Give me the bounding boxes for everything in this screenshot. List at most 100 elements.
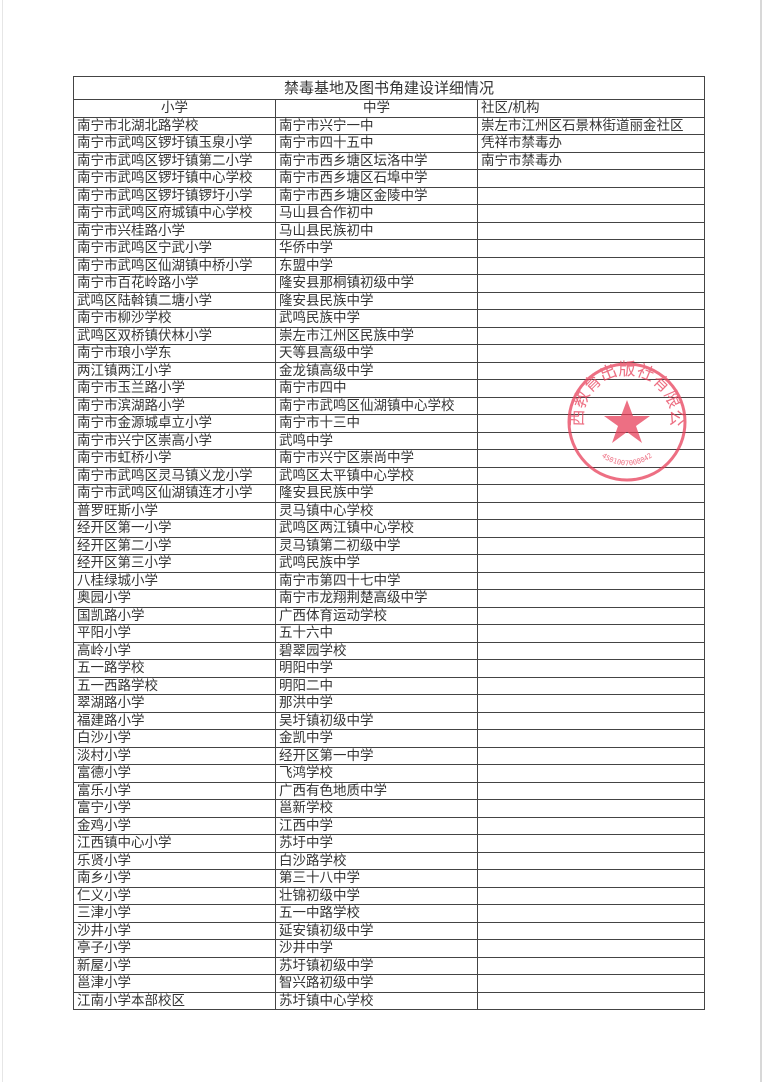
community-cell [476, 589, 706, 608]
middle-school-cell: 五十六中 [275, 624, 478, 643]
community-cell [476, 729, 706, 748]
community-cell [476, 851, 706, 870]
community-cell [476, 991, 706, 1010]
community-cell: 南宁市禁毒办 [476, 151, 706, 170]
community-cell [476, 186, 706, 205]
community-cell [476, 169, 706, 188]
table-row: 福建路小学 吴圩镇初级中学 [73, 711, 706, 730]
table-row: 淡村小学 经开区第一中学 [73, 746, 706, 765]
table-row: 邕津小学 智兴路初级中学 [73, 974, 706, 993]
community-cell [476, 624, 706, 643]
community-cell [476, 274, 706, 293]
table-row: 国凯路小学 广西体育运动学校 [73, 606, 706, 625]
community-cell [476, 834, 706, 853]
primary-school-cell: 福建路小学 [73, 711, 276, 730]
table-row: 奥园小学 南宁市龙翔荆楚高级中学 [73, 589, 706, 608]
middle-school-cell: 南宁市西乡塘区金陵中学 [275, 186, 478, 205]
table-row: 平阳小学 五十六中 [73, 624, 706, 643]
community-cell [476, 816, 706, 835]
table-row: 南宁市北湖北路学校 南宁市兴宁一中 崇左市江州区石景林街道丽金社区 [73, 116, 706, 135]
middle-school-cell: 南宁市四十五中 [275, 134, 478, 153]
table-row: 乐贤小学 白沙路学校 [73, 851, 706, 870]
table-row: 八桂绿城小学 南宁市第四十七中学 [73, 571, 706, 590]
community-cell [476, 204, 706, 223]
table-row: 南宁市武鸣区府城镇中心学校 马山县合作初中 [73, 204, 706, 223]
table-row: 经开区第二小学 灵马镇第二初级中学 [73, 536, 706, 555]
middle-school-cell: 南宁市武鸣区仙湖镇中心学校 [275, 396, 478, 415]
table-row: 富德小学 飞鸿学校 [73, 764, 706, 783]
community-cell [476, 309, 706, 328]
table-row: 南宁市兴桂路小学 马山县民族初中 [73, 221, 706, 240]
table-row: 新屋小学 苏圩镇初级中学 [73, 956, 706, 975]
middle-school-cell: 武鸣民族中学 [275, 554, 478, 573]
primary-school-cell: 经开区第三小学 [73, 554, 276, 573]
community-cell [476, 921, 706, 940]
primary-school-cell: 南宁市武鸣区锣圩镇玉泉小学 [73, 134, 276, 153]
community-cell [476, 396, 706, 415]
table-row: 五一西路学校 明阳二中 [73, 676, 706, 695]
table-row: 南宁市武鸣区宁武小学 华侨中学 [73, 239, 706, 258]
middle-school-cell: 金凯中学 [275, 729, 478, 748]
middle-school-cell: 南宁市十三中 [275, 414, 478, 433]
middle-school-cell: 五一中路学校 [275, 904, 478, 923]
primary-school-cell: 江南小学本部校区 [73, 991, 276, 1010]
community-cell [476, 571, 706, 590]
middle-school-cell: 经开区第一中学 [275, 746, 478, 765]
table-row: 南宁市武鸣区锣圩镇玉泉小学 南宁市四十五中 凭祥市禁毒办 [73, 134, 706, 153]
primary-school-cell: 仁义小学 [73, 886, 276, 905]
middle-school-cell: 武鸣区太平镇中心学校 [275, 466, 478, 485]
middle-school-cell: 第三十八中学 [275, 869, 478, 888]
primary-school-cell: 南宁市武鸣区锣圩镇中心学校 [73, 169, 276, 188]
middle-school-cell: 南宁市西乡塘区坛洛中学 [275, 151, 478, 170]
middle-school-cell: 南宁市龙翔荆楚高级中学 [275, 589, 478, 608]
table-row: 武鸣区陆斡镇二塘小学 隆安县民族中学 [73, 291, 706, 310]
community-cell [476, 536, 706, 555]
table-row: 南乡小学 第三十八中学 [73, 869, 706, 888]
table-row: 仁义小学 壮锦初级中学 [73, 886, 706, 905]
primary-school-cell: 淡村小学 [73, 746, 276, 765]
primary-school-cell: 国凯路小学 [73, 606, 276, 625]
middle-school-cell: 江西中学 [275, 816, 478, 835]
primary-school-cell: 邕津小学 [73, 974, 276, 993]
table-row: 富宁小学 邕新学校 [73, 799, 706, 818]
community-cell [476, 501, 706, 520]
middle-school-cell: 天等县高级中学 [275, 344, 478, 363]
primary-school-cell: 富宁小学 [73, 799, 276, 818]
community-cell [476, 291, 706, 310]
table-row: 南宁市武鸣区仙湖镇中桥小学 东盟中学 [73, 256, 706, 275]
community-cell [476, 746, 706, 765]
middle-school-cell: 南宁市西乡塘区石埠中学 [275, 169, 478, 188]
table-row: 南宁市百花岭路小学 隆安县那桐镇初级中学 [73, 274, 706, 293]
primary-school-cell: 翠湖路小学 [73, 694, 276, 713]
middle-school-cell: 碧翠园学校 [275, 641, 478, 660]
primary-school-cell: 南宁市武鸣区府城镇中心学校 [73, 204, 276, 223]
table-row: 沙井小学 延安镇初级中学 [73, 921, 706, 940]
table-row: 南宁市金源城卓立小学 南宁市十三中 [73, 414, 706, 433]
primary-school-cell: 南宁市武鸣区宁武小学 [73, 239, 276, 258]
primary-school-cell: 金鸡小学 [73, 816, 276, 835]
table-row: 亭子小学 沙井中学 [73, 939, 706, 958]
primary-school-cell: 南宁市北湖北路学校 [73, 116, 276, 135]
community-cell [476, 659, 706, 678]
community-cell: 崇左市江州区石景林街道丽金社区 [476, 116, 706, 135]
middle-school-cell: 苏圩中学 [275, 834, 478, 853]
primary-school-cell: 亭子小学 [73, 939, 276, 958]
table-row: 经开区第一小学 武鸣区两江镇中心学校 [73, 519, 706, 538]
primary-school-cell: 南宁市虹桥小学 [73, 449, 276, 468]
primary-school-cell: 五一路学校 [73, 659, 276, 678]
middle-school-cell: 隆安县那桐镇初级中学 [275, 274, 478, 293]
primary-school-cell: 沙井小学 [73, 921, 276, 940]
middle-school-cell: 东盟中学 [275, 256, 478, 275]
primary-school-cell: 南宁市金源城卓立小学 [73, 414, 276, 433]
community-cell: 凭祥市禁毒办 [476, 134, 706, 153]
table-row: 南宁市滨湖路小学 南宁市武鸣区仙湖镇中心学校 [73, 396, 706, 415]
table-row: 南宁市武鸣区锣圩镇第二小学 南宁市西乡塘区坛洛中学 南宁市禁毒办 [73, 151, 706, 170]
primary-school-cell: 乐贤小学 [73, 851, 276, 870]
community-cell [476, 939, 706, 958]
community-cell [476, 414, 706, 433]
primary-school-cell: 南宁市琅小学东 [73, 344, 276, 363]
table-row: 金鸡小学 江西中学 [73, 816, 706, 835]
community-cell [476, 711, 706, 730]
middle-school-cell: 灵马镇第二初级中学 [275, 536, 478, 555]
middle-school-cell: 广西体育运动学校 [275, 606, 478, 625]
